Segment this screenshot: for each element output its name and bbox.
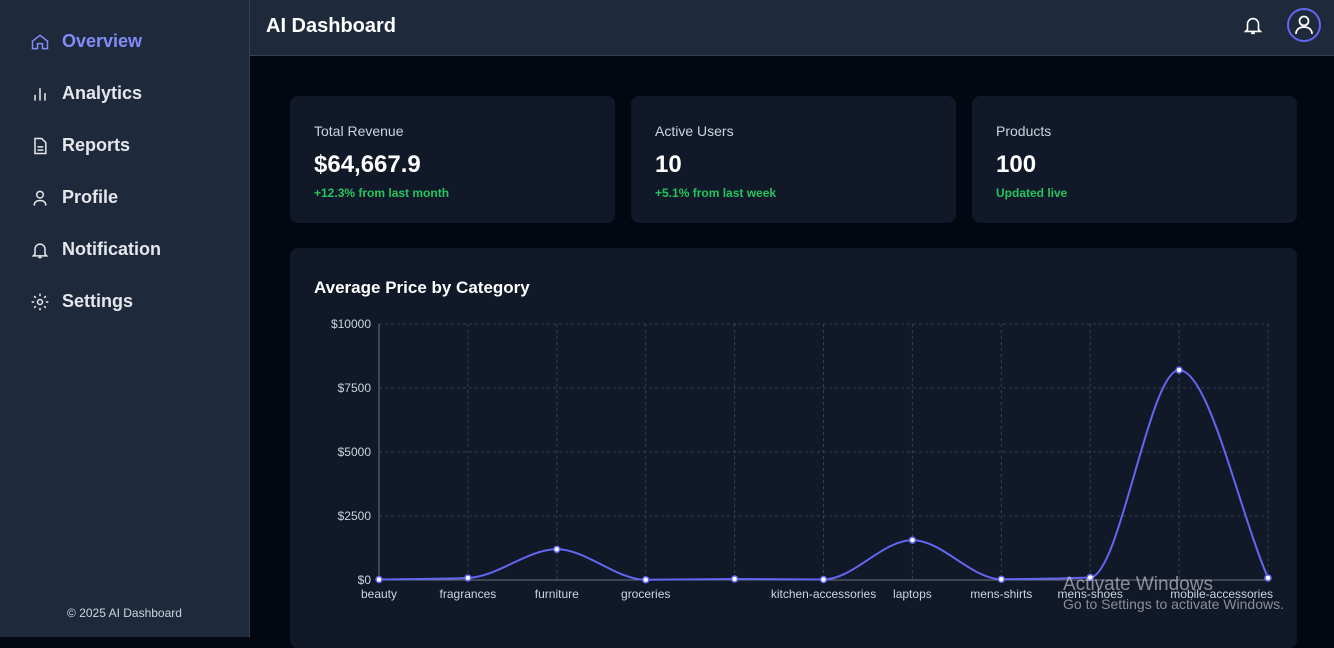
stat-card: Total Revenue $64,667.9 +12.3% from last m… xyxy=(290,96,615,223)
sidebar: Overview Analytics Reports Profile Notif… xyxy=(0,0,250,637)
nav-item[interactable]: Reports xyxy=(30,135,130,156)
point xyxy=(997,575,1006,583)
x-tick-label: kitchen-accessories xyxy=(771,587,876,601)
nav-item[interactable]: Settings xyxy=(30,291,133,312)
stat-note: +12.3% from last month xyxy=(314,186,450,200)
point xyxy=(730,575,739,583)
point xyxy=(1264,574,1272,582)
watermark-title: Activate Windows xyxy=(1063,574,1213,595)
stat-label: Total Revenue xyxy=(314,123,404,139)
point xyxy=(819,575,828,584)
nav-label: Settings xyxy=(62,291,134,311)
bell-icon[interactable] xyxy=(1242,14,1264,36)
nav-item[interactable]: Overview xyxy=(30,31,142,52)
point xyxy=(464,574,472,582)
nav-label: Overview xyxy=(62,31,143,51)
x-tick-label: beauty xyxy=(361,587,397,601)
x-tick-label: furniture xyxy=(535,587,579,601)
nav-label: Analytics xyxy=(62,83,143,103)
x-tick-label: mens-shoes xyxy=(1058,587,1123,601)
point xyxy=(641,575,650,584)
stat-value: 100 xyxy=(996,151,1037,178)
point xyxy=(553,545,561,554)
chart: Average Price by Category $0 $2500 $5000 $7… xyxy=(314,278,1273,601)
stat-card: Products 100 Updated live xyxy=(972,96,1297,223)
nav-label: Profile xyxy=(62,187,119,207)
y-tick-label: $10000 xyxy=(331,317,371,331)
stat-note: Updated live xyxy=(996,186,1068,200)
point xyxy=(908,536,917,544)
nav-item[interactable]: Profile xyxy=(30,187,118,208)
x-tick-label: mens-shirts xyxy=(970,587,1032,601)
stat-value: $64,667.9 xyxy=(314,151,421,178)
watermark-subtitle: Go to Settings to activate Windows. xyxy=(1063,596,1284,612)
stat-label: Active Users xyxy=(655,123,734,139)
nav-item[interactable]: Notification xyxy=(30,239,161,260)
point xyxy=(1175,366,1183,374)
stat-value: 10 xyxy=(655,151,682,178)
y-tick-label: $7500 xyxy=(338,381,372,395)
point xyxy=(375,575,383,584)
x-tick-label: mobile-accessories xyxy=(1170,587,1273,601)
stat-label: Products xyxy=(996,123,1052,139)
stat-note: +5.1% from last week xyxy=(655,186,777,200)
stat-card: Active Users 10 +5.1% from last week xyxy=(631,96,956,223)
nav-label: Notification xyxy=(62,239,161,259)
y-tick-label: $0 xyxy=(358,573,372,587)
nav-item[interactable]: Analytics xyxy=(30,83,142,104)
y-tick-label: $5000 xyxy=(338,445,372,459)
x-tick-label: laptops xyxy=(893,587,932,601)
x-tick-label: fragrances xyxy=(440,587,497,601)
y-tick-label: $2500 xyxy=(338,509,372,523)
chart-title: Average Price by Category xyxy=(314,278,530,297)
point xyxy=(1086,573,1094,582)
header: AI Dashboard xyxy=(250,0,1334,56)
footer: © 2025 AI Dashboard xyxy=(67,606,182,620)
x-tick-label: groceries xyxy=(621,587,670,601)
chart-card: Average Price by Category $0 $2500 $5000 $7… xyxy=(290,248,1297,648)
header-title: AI Dashboard xyxy=(266,15,397,37)
avatar-icon[interactable] xyxy=(1286,7,1322,43)
nav-label: Reports xyxy=(62,135,131,155)
watermark: Activate Windows Go to Settings to activa… xyxy=(1063,574,1284,612)
